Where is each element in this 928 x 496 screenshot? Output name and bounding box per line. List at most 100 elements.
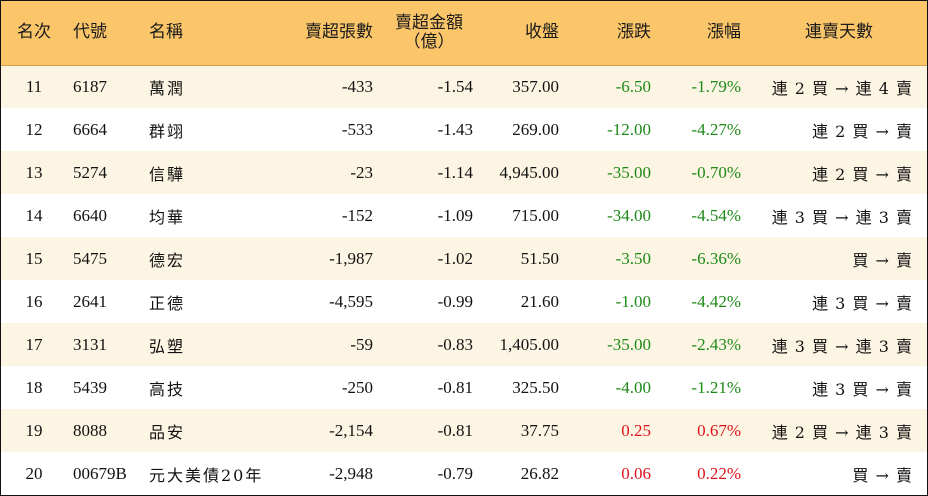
cell-streak: 買 → 賣 bbox=[852, 250, 913, 270]
cell-streak: 連 2 買 → 賣 bbox=[812, 121, 913, 141]
cell-change: -1.00 bbox=[615, 291, 651, 311]
cell-sell-amount: -0.99 bbox=[437, 291, 473, 311]
table-row: 11 6187 萬潤 -433 -1.54 357.00 -6.50 -1.79… bbox=[1, 65, 927, 108]
cell-code: 6640 bbox=[73, 205, 107, 225]
cell-rank: 20 bbox=[25, 463, 43, 483]
cell-streak: 連 3 買 → 連 3 賣 bbox=[771, 207, 913, 227]
cell-close: 51.50 bbox=[520, 248, 559, 268]
cell-rank: 12 bbox=[25, 119, 43, 139]
table-header-row: 名次 代號 名稱 賣超張數 賣超金額 （億） 收盤 漲跌 漲幅 連賣天數 bbox=[1, 1, 927, 66]
cell-change-pct: -4.54% bbox=[691, 205, 741, 225]
cell-name: 品安 bbox=[149, 422, 186, 442]
cell-sell-amount: -0.81 bbox=[437, 377, 473, 397]
table-row: 12 6664 群翊 -533 -1.43 269.00 -12.00 -4.2… bbox=[1, 108, 927, 151]
cell-rank: 17 bbox=[25, 334, 43, 354]
cell-name: 萬潤 bbox=[149, 78, 186, 98]
cell-sell-amount: -0.83 bbox=[437, 334, 473, 354]
cell-change: 0.25 bbox=[621, 420, 651, 440]
table-row: 20 00679B 元大美債20年 -2,948 -0.79 26.82 0.0… bbox=[1, 452, 927, 495]
header-rank: 名次 bbox=[1, 1, 67, 66]
cell-sell-amount: -1.43 bbox=[437, 119, 473, 139]
table-row: 18 5439 高技 -250 -0.81 325.50 -4.00 -1.21… bbox=[1, 366, 927, 409]
cell-close: 269.00 bbox=[512, 119, 559, 139]
table-row: 15 5475 德宏 -1,987 -1.02 51.50 -3.50 -6.3… bbox=[1, 237, 927, 280]
cell-code: 8088 bbox=[73, 420, 107, 440]
cell-rank: 19 bbox=[25, 420, 43, 440]
cell-change-pct: -0.70% bbox=[691, 162, 741, 182]
cell-rank: 13 bbox=[25, 162, 43, 182]
cell-sell-lots: -4,595 bbox=[329, 291, 373, 311]
cell-streak: 連 3 買 → 賣 bbox=[812, 293, 913, 313]
table-row: 13 5274 信驊 -23 -1.14 4,945.00 -35.00 -0.… bbox=[1, 151, 927, 194]
header-sell-amount-line2: （億） bbox=[403, 31, 455, 52]
cell-change-pct: -4.42% bbox=[691, 291, 741, 311]
cell-sell-lots: -250 bbox=[341, 377, 373, 397]
cell-change-pct: -2.43% bbox=[691, 334, 741, 354]
table-row: 19 8088 品安 -2,154 -0.81 37.75 0.25 0.67%… bbox=[1, 409, 927, 452]
cell-name: 信驊 bbox=[149, 164, 186, 184]
cell-change-pct: -1.21% bbox=[691, 377, 741, 397]
cell-sell-lots: -2,948 bbox=[329, 463, 373, 483]
cell-sell-amount: -1.09 bbox=[437, 205, 473, 225]
cell-rank: 16 bbox=[25, 291, 43, 311]
cell-code: 5475 bbox=[73, 248, 107, 268]
table-row: 17 3131 弘塑 -59 -0.83 1,405.00 -35.00 -2.… bbox=[1, 323, 927, 366]
cell-close: 357.00 bbox=[512, 76, 559, 96]
cell-code: 6664 bbox=[73, 119, 107, 139]
cell-close: 715.00 bbox=[512, 205, 559, 225]
cell-sell-amount: -0.79 bbox=[437, 463, 473, 483]
cell-change: -12.00 bbox=[607, 119, 651, 139]
cell-sell-amount: -1.14 bbox=[437, 162, 473, 182]
cell-name: 高技 bbox=[149, 379, 186, 399]
cell-streak: 連 3 買 → 賣 bbox=[812, 379, 913, 399]
header-sell-lots: 賣超張數 bbox=[273, 1, 379, 66]
cell-streak: 連 2 買 → 賣 bbox=[812, 164, 913, 184]
cell-sell-amount: -1.54 bbox=[437, 76, 473, 96]
cell-change-pct: 0.67% bbox=[697, 420, 741, 440]
cell-code: 5274 bbox=[73, 162, 107, 182]
cell-change-pct: -1.79% bbox=[691, 76, 741, 96]
cell-code: 5439 bbox=[73, 377, 107, 397]
header-change-pct: 漲幅 bbox=[661, 1, 751, 66]
cell-close: 1,405.00 bbox=[499, 334, 560, 354]
cell-change-pct: -4.27% bbox=[691, 119, 741, 139]
cell-code: 2641 bbox=[73, 291, 107, 311]
header-streak: 連賣天數 bbox=[751, 1, 927, 66]
cell-change: 0.06 bbox=[621, 463, 651, 483]
cell-streak: 連 3 買 → 連 3 賣 bbox=[771, 336, 913, 356]
cell-sell-lots: -59 bbox=[350, 334, 373, 354]
cell-sell-amount: -0.81 bbox=[437, 420, 473, 440]
cell-change: -35.00 bbox=[607, 334, 651, 354]
cell-sell-lots: -23 bbox=[350, 162, 373, 182]
cell-close: 26.82 bbox=[520, 463, 559, 483]
cell-rank: 11 bbox=[25, 76, 43, 96]
cell-sell-lots: -152 bbox=[341, 205, 373, 225]
cell-rank: 18 bbox=[25, 377, 43, 397]
cell-close: 37.75 bbox=[520, 420, 559, 440]
cell-change: -34.00 bbox=[607, 205, 651, 225]
cell-sell-lots: -433 bbox=[341, 76, 373, 96]
header-sell-amount: 賣超金額 （億） bbox=[379, 1, 479, 66]
table-row: 16 2641 正德 -4,595 -0.99 21.60 -1.00 -4.4… bbox=[1, 280, 927, 323]
cell-name: 弘塑 bbox=[149, 336, 186, 356]
cell-rank: 14 bbox=[25, 205, 43, 225]
cell-name: 正德 bbox=[149, 293, 186, 313]
cell-change: -4.00 bbox=[615, 377, 651, 397]
cell-close: 325.50 bbox=[512, 377, 559, 397]
header-close: 收盤 bbox=[479, 1, 569, 66]
cell-code: 00679B bbox=[73, 463, 127, 483]
cell-close: 4,945.00 bbox=[499, 162, 560, 182]
cell-streak: 連 2 買 → 連 3 賣 bbox=[771, 422, 913, 442]
table-row: 14 6640 均華 -152 -1.09 715.00 -34.00 -4.5… bbox=[1, 194, 927, 237]
cell-streak: 買 → 賣 bbox=[852, 465, 913, 485]
header-sell-amount-line1: 賣超金額 bbox=[395, 12, 463, 33]
cell-streak: 連 2 買 → 連 4 賣 bbox=[771, 78, 913, 98]
header-name: 名稱 bbox=[145, 1, 273, 66]
header-code: 代號 bbox=[67, 1, 145, 66]
cell-sell-lots: -1,987 bbox=[329, 248, 373, 268]
cell-change: -6.50 bbox=[615, 76, 651, 96]
cell-close: 21.60 bbox=[520, 291, 559, 311]
cell-rank: 15 bbox=[25, 248, 43, 268]
